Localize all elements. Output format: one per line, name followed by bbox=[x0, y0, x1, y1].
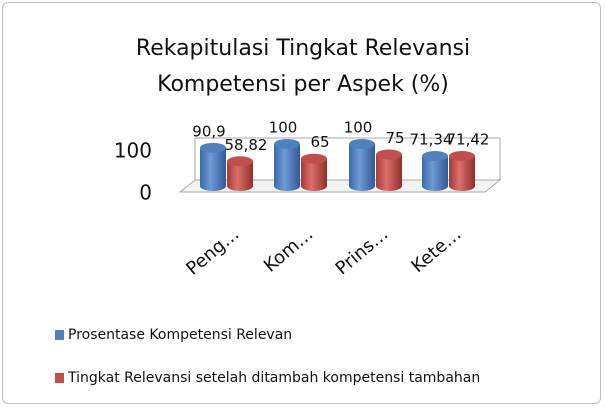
x-tick-label: Kete… bbox=[407, 224, 465, 277]
y-tick-label: 100 bbox=[114, 139, 152, 163]
data-label: 58,82 bbox=[225, 136, 268, 154]
legend-label: Tingkat Relevansi setelah ditambah kompe… bbox=[67, 370, 480, 386]
chart-frame: Rekapitulasi Tingkat Relevansi Kompetens… bbox=[2, 2, 601, 404]
data-label: 75 bbox=[385, 129, 404, 147]
data-label: 90,9 bbox=[192, 122, 225, 140]
cylinder-top bbox=[200, 142, 226, 153]
cylinder-body bbox=[349, 144, 375, 186]
cylinder-bottom bbox=[301, 181, 327, 191]
cylinder-top bbox=[376, 149, 402, 160]
cylinder-top bbox=[274, 139, 300, 149]
x-tick-label: Kom… bbox=[260, 224, 318, 277]
cylinder-bottom bbox=[422, 181, 448, 191]
cylinder-top bbox=[227, 156, 253, 167]
cylinder-body bbox=[274, 144, 300, 186]
x-tick-label: Prins… bbox=[332, 224, 393, 280]
data-label: 100 bbox=[269, 119, 298, 137]
data-label: 65 bbox=[310, 133, 329, 151]
legend-label: Prosentase Kompetensi Relevan bbox=[68, 327, 292, 343]
cylinder-top bbox=[422, 151, 448, 162]
cylinder-bottom bbox=[274, 181, 300, 191]
data-label: 100 bbox=[344, 119, 373, 137]
y-tick-label: 0 bbox=[139, 181, 152, 205]
cylinder-bottom bbox=[349, 181, 375, 191]
data-label: 71,42 bbox=[447, 131, 490, 149]
legend-swatch bbox=[55, 330, 64, 340]
cylinder-top bbox=[301, 153, 327, 164]
cylinder-bottom bbox=[227, 181, 253, 191]
cylinder-bottom bbox=[200, 181, 226, 191]
cylinder-body bbox=[376, 154, 402, 186]
legend-swatch bbox=[55, 373, 64, 383]
cylinder-bottom bbox=[376, 181, 402, 191]
cylinder-bottom bbox=[449, 181, 475, 191]
x-tick-label: Peng… bbox=[182, 224, 243, 280]
data-label: 71,34 bbox=[410, 131, 453, 149]
chart-title: Rekapitulasi Tingkat Relevansi Kompetens… bbox=[135, 36, 471, 97]
cylinder-top bbox=[449, 151, 475, 162]
cylinder-top bbox=[349, 139, 375, 149]
cylinder-body bbox=[200, 147, 226, 186]
